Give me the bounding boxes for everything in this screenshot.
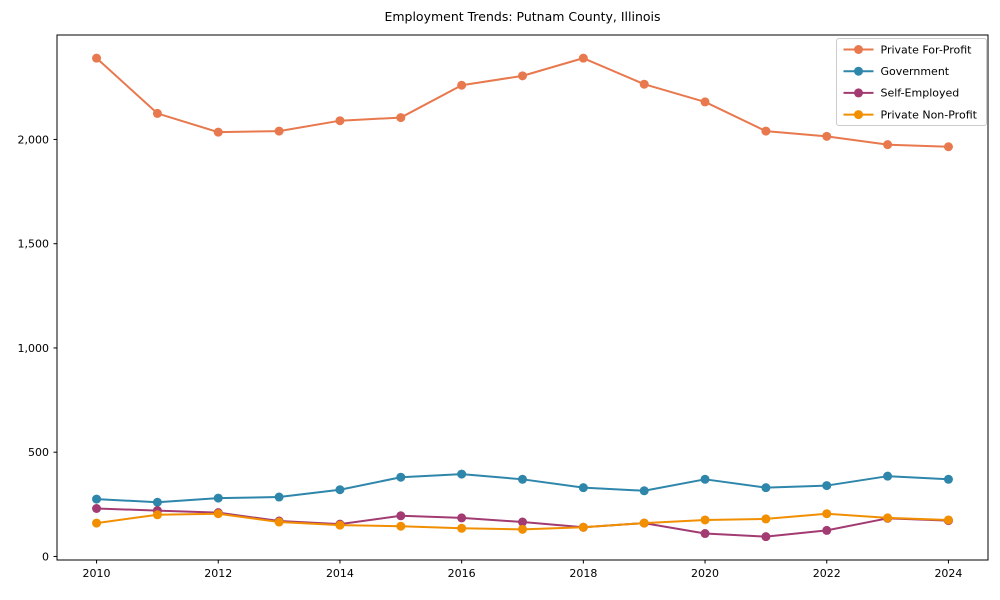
data-point	[700, 474, 710, 484]
data-point	[822, 509, 832, 519]
data-point	[761, 483, 771, 493]
y-tick-label: 0	[42, 550, 49, 563]
data-point	[396, 113, 406, 123]
data-point	[700, 515, 710, 525]
legend-marker	[854, 110, 863, 120]
data-point	[213, 509, 223, 519]
data-point	[457, 469, 467, 479]
data-point	[92, 494, 102, 504]
data-point	[335, 116, 345, 126]
data-point	[761, 532, 771, 542]
legend: Private For-Profit Government Self-Employe…	[836, 38, 987, 126]
data-point	[213, 127, 223, 137]
data-point	[639, 518, 649, 528]
data-point	[761, 126, 771, 136]
data-point	[152, 108, 162, 118]
data-point	[335, 485, 345, 495]
y-tick-label: 500	[28, 446, 49, 459]
data-point	[578, 483, 588, 493]
data-point	[213, 493, 223, 503]
data-point	[457, 513, 467, 523]
legend-label: Private Non-Profit	[881, 108, 978, 121]
x-tick-label: 2012	[204, 567, 232, 580]
chart-title: Employment Trends: Putnam County, Illino…	[384, 9, 661, 24]
data-point	[518, 474, 527, 484]
data-point	[274, 492, 284, 502]
legend-marker	[854, 45, 863, 54]
x-tick-label: 2020	[691, 567, 719, 580]
data-point	[92, 518, 102, 528]
y-tick-label: 2,000	[18, 133, 50, 146]
data-point	[578, 53, 588, 63]
data-point	[822, 525, 832, 535]
data-point	[274, 126, 284, 136]
data-point	[396, 521, 406, 531]
data-point	[152, 497, 162, 507]
data-point	[883, 140, 893, 150]
data-point	[883, 471, 893, 481]
data-point	[883, 513, 893, 523]
data-point	[396, 472, 406, 482]
data-point	[92, 53, 102, 63]
data-point	[943, 474, 953, 484]
legend-label: Private For-Profit	[881, 43, 973, 56]
data-point	[822, 131, 832, 141]
legend-box	[836, 38, 987, 126]
legend-label: Self-Employed	[881, 87, 960, 100]
legend-label: Government	[881, 65, 950, 78]
data-point	[518, 71, 527, 81]
y-tick-label: 1,000	[18, 342, 50, 355]
data-point	[335, 520, 345, 530]
data-point	[152, 510, 162, 520]
x-tick-label: 2022	[813, 567, 841, 580]
data-point	[943, 515, 953, 525]
data-point	[457, 80, 467, 90]
data-point	[274, 517, 284, 527]
data-point	[518, 517, 527, 527]
data-point	[639, 79, 649, 89]
legend-marker	[854, 66, 863, 76]
x-tick-label: 2010	[83, 567, 111, 580]
data-point	[761, 514, 771, 524]
x-tick-label: 2018	[569, 567, 597, 580]
data-point	[822, 481, 832, 491]
x-tick-label: 2014	[326, 567, 354, 580]
data-point	[700, 97, 710, 107]
data-point	[943, 142, 953, 152]
data-point	[639, 486, 649, 496]
plot-frame	[56, 34, 989, 561]
legend-marker	[854, 88, 863, 98]
y-tick-label: 1,500	[18, 238, 50, 251]
data-point	[396, 511, 406, 521]
data-point	[518, 524, 527, 534]
x-tick-label: 2024	[934, 567, 962, 580]
data-point	[92, 504, 102, 514]
data-point	[457, 523, 467, 533]
data-point	[700, 529, 710, 539]
x-tick-label: 2016	[448, 567, 476, 580]
data-point	[578, 522, 588, 532]
